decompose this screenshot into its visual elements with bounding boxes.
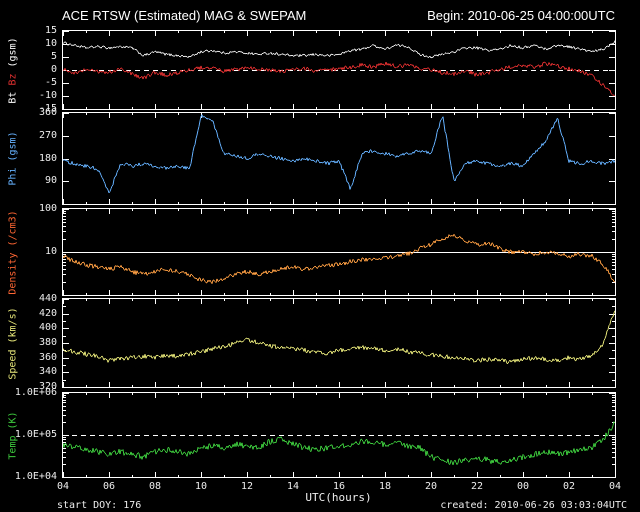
y-tick-label-bt_bz: 10 — [44, 38, 57, 49]
begin-timestamp: Begin: 2010-06-25 04:00:00UTC — [427, 8, 615, 23]
x-tick-label: 16 — [332, 481, 346, 492]
plot-title: ACE RTSW (Estimated) MAG & SWEPAM — [62, 8, 307, 23]
start-doy-label: start DOY: 176 — [57, 500, 142, 511]
y-tick-label-speed: 320 — [38, 381, 57, 392]
panel-phi-canvas — [62, 112, 616, 205]
created-timestamp: created: 2010-06-26 03:03:04UTC — [440, 500, 627, 511]
x-tick-label: 04 — [56, 481, 70, 492]
y-tick-label-density: 10 — [44, 246, 57, 257]
x-tick-label: 00 — [516, 481, 530, 492]
y-tick-label-phi: 270 — [38, 129, 57, 141]
y-tick-label-bt_bz: -5 — [44, 77, 57, 88]
x-tick-label: 02 — [562, 481, 576, 492]
ylabel-part: Phi (gsm) — [7, 131, 19, 186]
ylabel-part: Bt — [7, 85, 19, 104]
y-tick-label-speed: 360 — [38, 351, 57, 363]
panel-phi-ylabel: Phi (gsm) — [0, 112, 26, 205]
y-tick-label-bt_bz: 0 — [50, 64, 57, 75]
y-tick-label-speed: 440 — [38, 293, 57, 304]
y-tick-label-bt_bz: 15 — [44, 25, 57, 36]
ylabel-part: Density (/cm3) — [7, 209, 19, 295]
y-tick-label-phi: 90 — [44, 175, 57, 187]
panel-temp-ylabel: Temp (K) — [0, 392, 26, 478]
y-tick-label-bt_bz: -15 — [38, 103, 57, 114]
x-tick-label: 14 — [286, 481, 300, 492]
panel-speed-canvas — [62, 298, 616, 388]
x-tick-label: 12 — [240, 481, 254, 492]
x-tick-label: 08 — [148, 481, 162, 492]
ylabel-part: Speed (km/s) — [7, 306, 19, 380]
panel-temp-canvas — [62, 392, 616, 478]
y-tick-label-speed: 420 — [38, 307, 57, 319]
x-axis-title: UTC(hours) — [305, 491, 372, 504]
panel-density-ylabel: Density (/cm3) — [0, 208, 26, 296]
x-tick-label: 22 — [470, 481, 484, 492]
panel-speed-ylabel: Speed (km/s) — [0, 298, 26, 388]
y-tick-label-temp: 1.0E+06 — [14, 387, 57, 398]
y-tick-label-phi: 360 — [38, 107, 57, 118]
ylabel-part: (gsm) — [7, 36, 19, 67]
x-tick-label: 20 — [424, 481, 438, 492]
x-tick-label: 04 — [608, 481, 622, 492]
y-tick-label-speed: 400 — [38, 322, 57, 334]
y-tick-label-speed: 380 — [38, 337, 57, 348]
x-tick-label: 06 — [102, 481, 116, 492]
x-tick-label: 18 — [378, 481, 392, 492]
x-tick-label: 10 — [194, 481, 208, 492]
y-tick-label-bt_bz: 5 — [50, 51, 57, 62]
panel-density-canvas — [62, 208, 616, 296]
y-tick-label-density: 100 — [38, 203, 57, 214]
y-tick-label-temp: 1.0E+04 — [14, 471, 57, 482]
y-tick-label-temp: 1.0E+05 — [14, 429, 57, 440]
panel-bt_bz-canvas — [62, 30, 616, 110]
panel-bt_bz-ylabel: Bt Bz (gsm) — [0, 30, 26, 110]
y-tick-label-phi: 180 — [38, 152, 57, 164]
y-tick-label-bt_bz: -10 — [38, 90, 57, 101]
ylabel-part: Temp (K) — [7, 410, 19, 460]
ylabel-part: Bz — [7, 66, 19, 86]
y-tick-label-speed: 340 — [38, 366, 57, 378]
